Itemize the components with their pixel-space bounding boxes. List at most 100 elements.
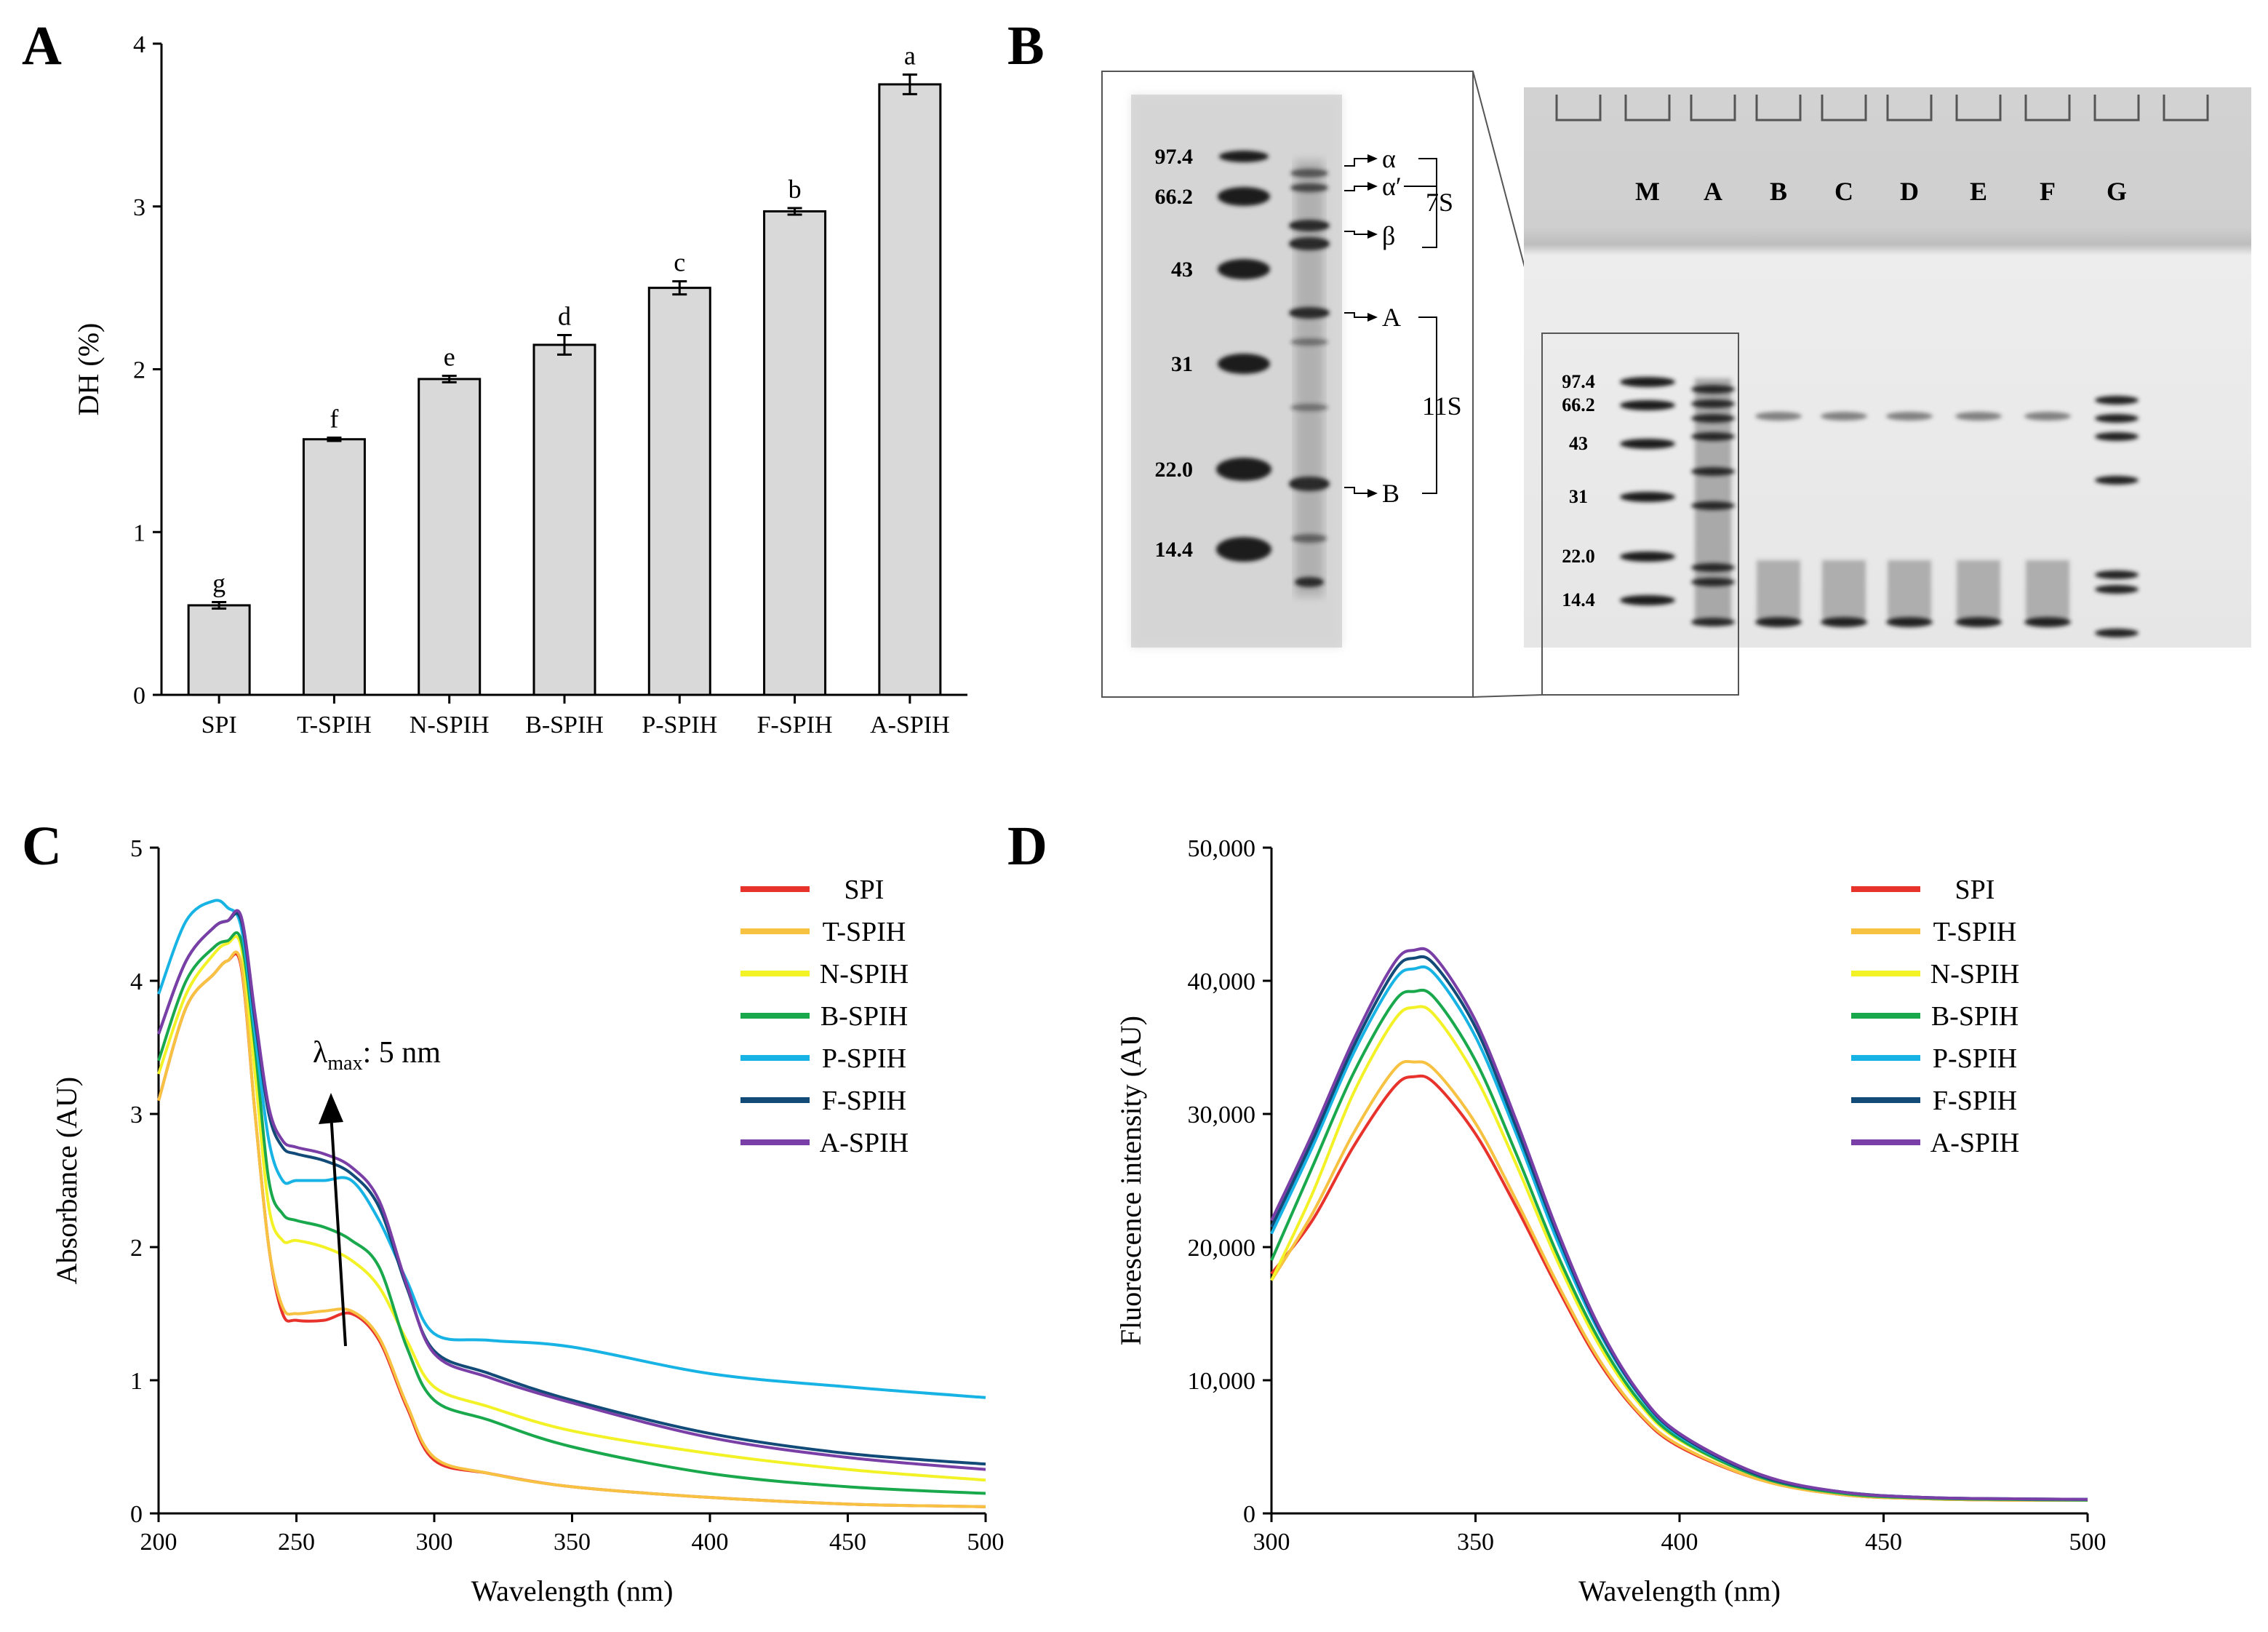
x-tick-label: 300	[1253, 1529, 1290, 1556]
sample-band	[2024, 617, 2071, 627]
x-tick-label: 200	[140, 1529, 177, 1556]
significance-letter: b	[788, 175, 802, 204]
x-axis-title: Wavelength (nm)	[471, 1575, 674, 1607]
lambda-annotation: λmax: 5 nm	[313, 1036, 441, 1075]
panel-b: B	[1007, 15, 2251, 698]
y-tick-label: 40,000	[1188, 968, 1256, 995]
y-axis-title: Fluorescence intensity (AU)	[1114, 1016, 1147, 1345]
lane-smear	[1888, 560, 1931, 618]
significance-letter: c	[674, 248, 685, 277]
x-tick-label: 500	[2069, 1529, 2107, 1556]
marker-band	[1620, 595, 1675, 605]
lane-smear	[1695, 378, 1731, 626]
panel-a-letter: A	[22, 15, 62, 76]
significance-letter: f	[330, 404, 338, 433]
panel-c-letter: C	[22, 816, 62, 877]
lane-label: B	[1770, 177, 1787, 206]
x-tick-label: 450	[1865, 1529, 1902, 1556]
marker-band	[1620, 552, 1675, 562]
series-line-f-spih	[1270, 955, 2088, 1501]
sample-band	[1955, 412, 2002, 421]
series-line-spi	[157, 952, 986, 1508]
lane-label: G	[2107, 177, 2127, 206]
lane-label: M	[1635, 177, 1660, 206]
significance-letter: a	[904, 41, 916, 71]
bar	[878, 83, 942, 696]
bar	[763, 210, 827, 696]
legend-label: T-SPIH	[823, 917, 906, 947]
lambda-subscript: max	[327, 1052, 362, 1075]
x-axis-title: Wavelength (nm)	[1578, 1575, 1781, 1607]
legend-label: B-SPIH	[1931, 1001, 2019, 1032]
gel-well	[2093, 95, 2140, 122]
sample-band	[2095, 396, 2139, 405]
lane-label: F	[2040, 177, 2056, 206]
bar	[647, 287, 711, 696]
y-tick-label: 2	[130, 1235, 143, 1262]
zoom-connector-bottom	[1472, 694, 1543, 698]
legend-label: P-SPIH	[822, 1043, 906, 1074]
subunit-beta: β	[1382, 221, 1395, 250]
bar	[532, 343, 596, 696]
legend-label: A-SPIH	[820, 1128, 909, 1158]
gel-well	[1624, 95, 1671, 122]
significance-letter: e	[444, 342, 455, 371]
lambda-value: : 5 nm	[363, 1036, 442, 1070]
sample-band	[2095, 476, 2139, 485]
sample-band	[1821, 412, 1867, 421]
legend-label: SPI	[1955, 875, 1995, 905]
legend-label: A-SPIH	[1930, 1128, 2019, 1158]
series-line-n-spih	[157, 934, 986, 1482]
gel-marker-labels: 97.466.2 43 31 22.0 14.4	[1562, 371, 1595, 610]
sample-band	[2095, 585, 2139, 594]
bar	[302, 438, 366, 696]
sample-band	[1886, 412, 1933, 421]
x-tick-label: 400	[1661, 1529, 1698, 1556]
y-tick-label: 3	[133, 194, 145, 221]
bar-chart: 0 1 2 3 4 SPI g T-SPIH f N-SPIH e B-SPIH d P-SPIH c F-S…	[72, 31, 967, 739]
marker-band	[1620, 400, 1675, 410]
y-tick-label: 4	[133, 31, 145, 58]
subunit-alpha-prime: α′	[1382, 172, 1402, 201]
x-tick-label: P-SPIH	[642, 712, 717, 739]
gel-marker-label: 97.4	[1562, 371, 1595, 392]
y-tick-label: 30,000	[1188, 1102, 1256, 1129]
sample-band	[1886, 617, 1933, 627]
marker-band	[1620, 439, 1675, 449]
inset-marker-label: 66.2	[1155, 185, 1194, 209]
lane-smear	[1957, 560, 2000, 618]
x-tick-label: 350	[554, 1529, 591, 1556]
gel-well	[1690, 95, 1736, 122]
subunit-alpha: α	[1382, 144, 1396, 173]
significance-letter: g	[212, 568, 225, 597]
inset-marker-label: 97.4	[1155, 145, 1194, 169]
x-tick-label: 250	[278, 1529, 315, 1556]
gel-marker-label: 22.0	[1562, 546, 1595, 567]
gel-well	[1555, 95, 1602, 122]
panel-d: D 300 350 400 450 500 0 10,000 20,000 30,000 40,0…	[1007, 816, 2107, 1607]
x-tick-label: 350	[1457, 1529, 1494, 1556]
sample-band	[2024, 412, 2071, 421]
y-tick-label: 2	[133, 357, 145, 384]
y-tick-label: 4	[130, 968, 143, 995]
fluorescence-chart: 300 350 400 450 500 0 10,000 20,000 30,000 40,000…	[1114, 835, 2107, 1607]
inset-gel	[1131, 95, 1342, 648]
x-tick-label: A-SPIH	[870, 712, 950, 739]
x-tick-label: 300	[416, 1529, 453, 1556]
panel-d-letter: D	[1007, 816, 1047, 877]
x-tick-label: 450	[829, 1529, 866, 1556]
lambda-symbol: λ	[313, 1036, 328, 1070]
y-tick-label: 1	[130, 1368, 143, 1395]
sample-band	[1755, 617, 1802, 627]
series-line-p-spih	[157, 899, 986, 1399]
zoom-box	[1541, 333, 1739, 696]
inset-marker-label: 31	[1171, 352, 1193, 376]
legend-label: SPI	[844, 875, 885, 905]
sample-band	[2095, 414, 2139, 423]
legend-label: F-SPIH	[1933, 1086, 2017, 1116]
lane-label: C	[1834, 177, 1853, 206]
inset-marker-label: 43	[1171, 258, 1193, 282]
y-tick-label: 10,000	[1188, 1368, 1256, 1395]
series-line-f-spih	[157, 912, 986, 1466]
y-tick-label: 0	[1243, 1501, 1255, 1528]
